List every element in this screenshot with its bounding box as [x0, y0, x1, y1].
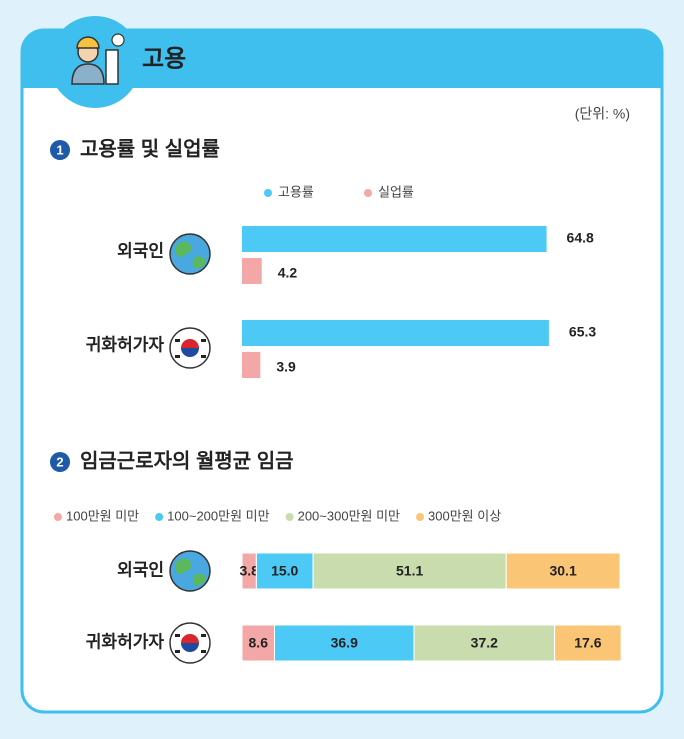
bar-segment [312, 552, 507, 590]
icon-circle [49, 16, 141, 108]
flag-trigram [201, 634, 206, 637]
legend-swatch [285, 513, 294, 521]
flag-trigram [175, 634, 180, 637]
card [20, 28, 664, 714]
value-label: 4.2 [278, 265, 298, 281]
bar-segment [413, 624, 556, 662]
legend-label: 고용률 [278, 184, 314, 199]
category-label: 귀화허가자 [86, 335, 165, 354]
header-title: 고용 [142, 45, 186, 72]
legend-swatch [264, 189, 272, 197]
category-label: 외국인 [117, 560, 164, 579]
flag-red [181, 339, 199, 348]
bar [242, 352, 261, 378]
section-title: 고용률 및 실업률 [80, 137, 220, 160]
value-label: 15.0 [271, 563, 298, 579]
legend-swatch [364, 189, 372, 197]
flag-red [181, 634, 199, 643]
value-label: 3.8 [239, 563, 259, 579]
section-badge [50, 452, 70, 472]
value-label: 36.9 [331, 635, 358, 651]
value-label: 8.6 [249, 635, 269, 651]
worker-icon [71, 33, 125, 85]
category-label: 귀화허가자 [86, 632, 165, 651]
bar-segment [505, 552, 621, 590]
bar [242, 226, 547, 252]
legend-swatch [155, 513, 164, 521]
flag-trigram [175, 355, 180, 358]
bar [242, 320, 549, 346]
section-number: 1 [56, 142, 63, 157]
header-band [22, 30, 662, 88]
section-number: 2 [56, 454, 63, 469]
legend-label: 300만원 이상 [428, 508, 501, 523]
legend-swatch [54, 513, 62, 521]
globe-land [176, 241, 206, 269]
unit: (단위: %) [575, 106, 630, 122]
flag-trigram [175, 339, 180, 342]
value-label: 64.8 [567, 230, 594, 246]
flag-blue [181, 643, 199, 652]
flag-trigram [201, 650, 206, 653]
legend-label: 실업률 [378, 184, 414, 199]
section-badge [50, 140, 70, 160]
value-label: 37.2 [471, 635, 498, 651]
legend-label: 100만원 미만 [66, 508, 139, 523]
legend-swatch [416, 513, 425, 521]
bar-segment [255, 552, 314, 590]
value-label: 30.1 [549, 563, 576, 579]
flag-trigram [175, 650, 180, 653]
legend-label: 200~300만원 미만 [298, 508, 400, 523]
value-label: 51.1 [396, 563, 423, 579]
value-label: 3.9 [276, 359, 296, 375]
bar [242, 258, 262, 284]
category-label: 외국인 [117, 241, 164, 260]
bar-segment [554, 624, 622, 662]
globe-land [176, 558, 206, 586]
section-title: 임금근로자의 월평균 임금 [80, 449, 294, 472]
value-label: 17.6 [574, 635, 601, 651]
flag-trigram [201, 339, 206, 342]
bar-segment [241, 624, 276, 662]
flag-blue [181, 348, 199, 357]
flag-trigram [201, 355, 206, 358]
legend-label: 100~200만원 미만 [167, 508, 269, 523]
value-label: 65.3 [569, 324, 596, 340]
